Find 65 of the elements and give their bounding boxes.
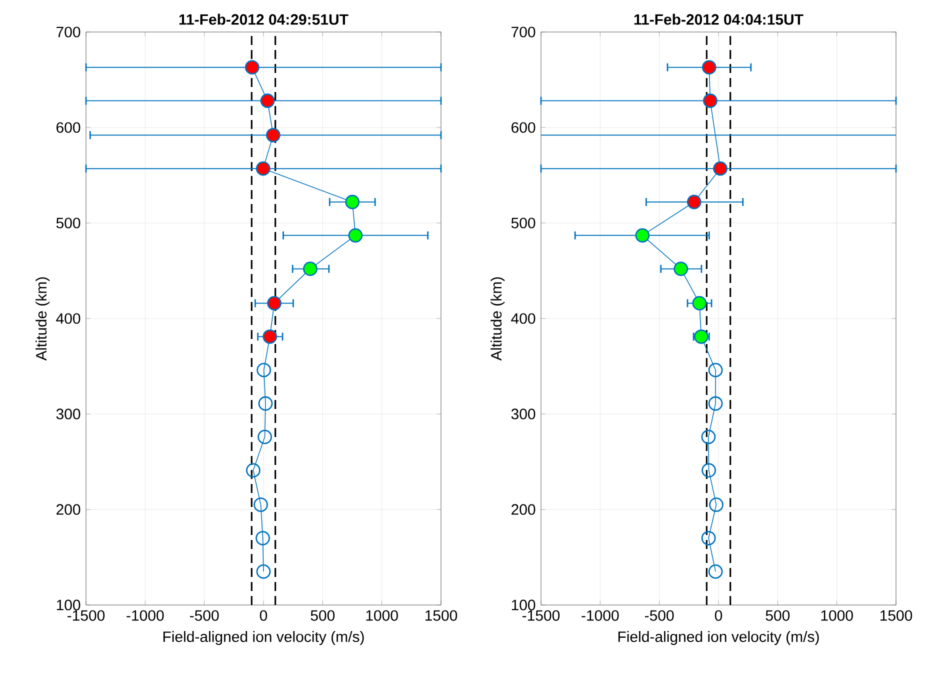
chart-title: 11-Feb-2012 04:29:51UT: [179, 14, 348, 25]
point: [708, 564, 723, 579]
x-tick-label: 1000: [821, 610, 853, 621]
y-tick-label: 700: [512, 26, 536, 38]
x-tick-label: 0: [260, 610, 268, 621]
x-tick-label: -1000: [582, 610, 619, 621]
point: [348, 228, 363, 243]
y-tick-label: 400: [511, 313, 536, 324]
x-tick-label: -500: [644, 610, 674, 621]
point: [694, 329, 708, 344]
x-axis-title: Field-aligned ion velocity (m/s): [618, 631, 819, 645]
point: [256, 161, 270, 176]
point: [246, 463, 260, 478]
y-axis-title: Altitude (km): [36, 277, 50, 361]
point: [260, 94, 275, 108]
y-tick-label: 500: [511, 218, 536, 228]
point: [256, 362, 272, 378]
point: [635, 228, 650, 243]
point: [267, 296, 282, 310]
y-tick-label: 100: [56, 600, 80, 610]
point: [674, 262, 688, 276]
x-tick-label: 1000: [366, 610, 398, 621]
point: [701, 530, 716, 546]
point: [303, 262, 318, 276]
y-tick-label: 700: [56, 26, 80, 38]
point: [256, 530, 270, 546]
chart-title: 11-Feb-2012 04:04:15UT: [634, 14, 804, 25]
point: [266, 128, 280, 142]
point: [713, 161, 728, 176]
x-tick-label: 1500: [880, 610, 912, 621]
y-tick-label: 400: [56, 313, 80, 324]
y-tick-label: 300: [56, 408, 80, 420]
point: [254, 498, 268, 512]
point: [703, 94, 718, 108]
y-tick-label: 200: [512, 504, 536, 515]
y-tick-label: 500: [56, 218, 80, 228]
point: [708, 362, 723, 378]
x-tick-label: 0: [714, 610, 722, 621]
point: [708, 396, 723, 411]
y-tick-label: 100: [512, 600, 536, 610]
point: [258, 396, 273, 411]
x-tick-label: -500: [190, 610, 219, 621]
x-tick-label: 500: [766, 610, 790, 621]
point: [702, 60, 716, 75]
y-tick-label: 200: [56, 504, 80, 515]
x-tick-label: -1000: [126, 610, 164, 621]
point: [701, 430, 716, 444]
x-axis-title: Field-aligned ion velocity (m/s): [163, 631, 364, 645]
point: [258, 430, 272, 444]
x-tick-label: 1500: [425, 610, 458, 621]
point: [702, 463, 716, 478]
x-tick-label: 500: [310, 610, 335, 621]
point: [692, 296, 707, 310]
point: [244, 60, 260, 75]
y-tick-label: 600: [512, 122, 536, 133]
point: [709, 498, 724, 512]
x-tick-label: -1500: [522, 610, 560, 621]
point: [686, 194, 702, 210]
x-tick-label: -1500: [67, 610, 105, 621]
y-tick-label: 600: [56, 122, 80, 133]
y-axis-title: Altitude (km): [490, 277, 505, 361]
point: [345, 194, 360, 210]
y-tick-label: 300: [511, 408, 536, 420]
point: [262, 329, 278, 344]
point: [256, 564, 271, 579]
